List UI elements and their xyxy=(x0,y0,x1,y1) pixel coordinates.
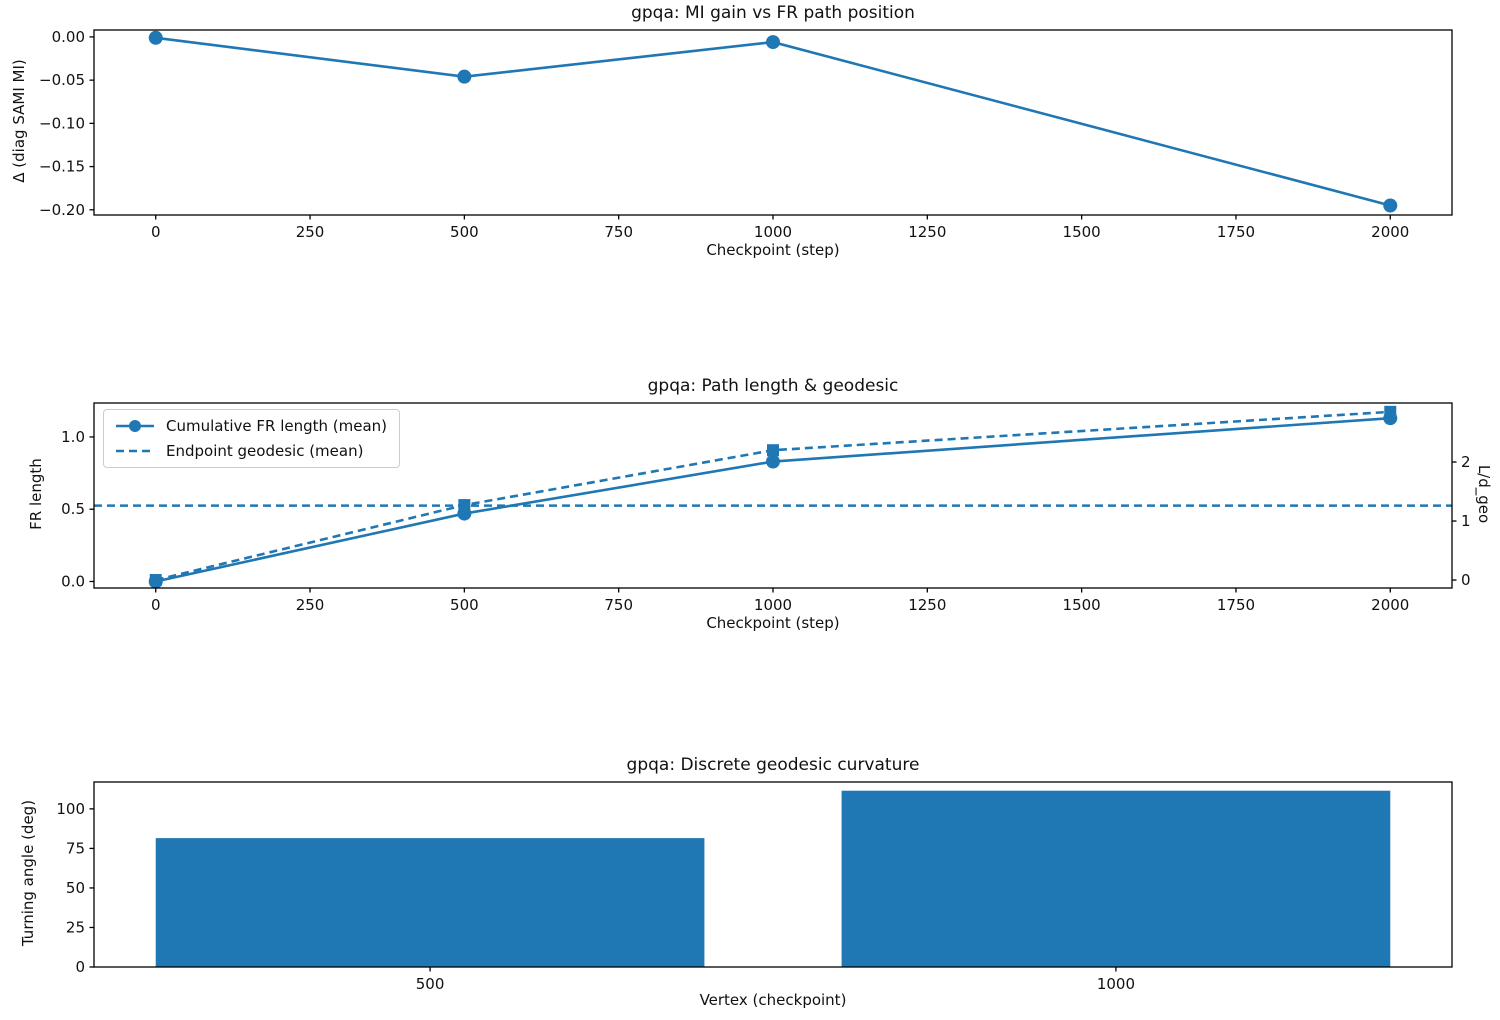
chart2-y-axis-label: FR length xyxy=(27,458,45,530)
x-tick-label: 1750 xyxy=(1217,223,1255,241)
y-tick-label: 50 xyxy=(66,879,85,897)
legend: Cumulative FR length (mean) Endpoint geo… xyxy=(103,409,401,468)
data-point-square xyxy=(1384,405,1397,418)
y-tick-label: 0.5 xyxy=(61,500,85,518)
data-point-square xyxy=(458,499,471,512)
data-point-circle xyxy=(148,30,163,45)
x-tick-label: 750 xyxy=(604,596,633,614)
x-tick-label: 2000 xyxy=(1371,223,1409,241)
bar-500 xyxy=(155,838,705,967)
x-tick-label: 250 xyxy=(296,596,325,614)
chart2-right-y-axis-label: L/d_geo xyxy=(1475,464,1493,524)
right-y-tick-label: 1 xyxy=(1461,512,1471,530)
x-tick-label: 1250 xyxy=(908,596,946,614)
chart3-x-axis-label: Vertex (checkpoint) xyxy=(699,991,847,1009)
x-tick-label: 250 xyxy=(296,223,325,241)
data-point-circle xyxy=(766,454,780,469)
x-tick-label: 1000 xyxy=(754,223,792,241)
data-point-circle xyxy=(766,35,780,50)
x-tick-label: 500 xyxy=(416,975,445,993)
axes-box xyxy=(93,29,1453,216)
line-series xyxy=(155,416,1391,583)
legend-label: Cumulative FR length (mean) xyxy=(166,417,388,435)
y-tick-label: 25 xyxy=(66,918,85,936)
x-tick-label: 0 xyxy=(151,223,161,241)
legend-label: Endpoint geodesic (mean) xyxy=(166,442,364,460)
y-tick-label: 0.00 xyxy=(52,28,85,46)
x-tick-label: 2000 xyxy=(1371,596,1409,614)
y-tick-label: 75 xyxy=(66,839,85,857)
x-tick-label: 0 xyxy=(151,596,161,614)
y-tick-label: 0.0 xyxy=(61,572,85,590)
chart2-title: gpqa: Path length & geodesic xyxy=(647,376,899,396)
data-point-circle xyxy=(1383,198,1398,213)
right-y-tick-label: 0 xyxy=(1461,571,1471,589)
chart2-x-axis-label: Checkpoint (step) xyxy=(706,614,840,632)
legend-item-cumulative-fr-length: Cumulative FR length (mean) xyxy=(114,417,387,435)
x-tick-label: 750 xyxy=(604,223,633,241)
x-tick-label: 1000 xyxy=(1097,975,1135,993)
y-tick-label: −0.10 xyxy=(39,114,85,132)
chart1-title: gpqa: MI gain vs FR path position xyxy=(631,3,915,23)
y-tick-label: 100 xyxy=(56,800,85,818)
legend-solid-line-sample xyxy=(116,420,154,432)
chart1-y-axis-label: Δ (diag SAMI MI) xyxy=(10,59,28,183)
y-tick-label: −0.20 xyxy=(39,201,85,219)
x-tick-label: 1000 xyxy=(754,596,792,614)
y-tick-label: −0.05 xyxy=(39,71,85,89)
line-series xyxy=(155,36,1391,207)
x-tick-label: 1750 xyxy=(1217,596,1255,614)
y-tick-label: −0.15 xyxy=(39,158,85,176)
legend-item-endpoint-geodesic: Endpoint geodesic (mean) xyxy=(114,442,387,460)
x-tick-label: 500 xyxy=(450,596,479,614)
x-tick-label: 1250 xyxy=(908,223,946,241)
legend-dashed-line-sample xyxy=(116,449,154,453)
chart3-y-axis-label: Turning angle (deg) xyxy=(19,799,37,947)
chart3-title: gpqa: Discrete geodesic curvature xyxy=(626,755,920,775)
x-tick-label: 1500 xyxy=(1063,596,1101,614)
data-point-circle xyxy=(457,69,472,84)
right-y-tick-label: 2 xyxy=(1461,453,1471,471)
y-tick-label: 1.0 xyxy=(61,428,85,446)
bar-1000 xyxy=(841,790,1391,967)
axes-box xyxy=(93,781,1453,968)
x-tick-label: 1500 xyxy=(1063,223,1101,241)
line-series xyxy=(155,410,1391,582)
y-tick-label: 0 xyxy=(75,958,85,976)
chart1-x-axis-label: Checkpoint (step) xyxy=(706,241,840,259)
x-tick-label: 500 xyxy=(450,223,479,241)
data-point-square xyxy=(149,574,162,587)
data-point-square xyxy=(767,444,779,457)
